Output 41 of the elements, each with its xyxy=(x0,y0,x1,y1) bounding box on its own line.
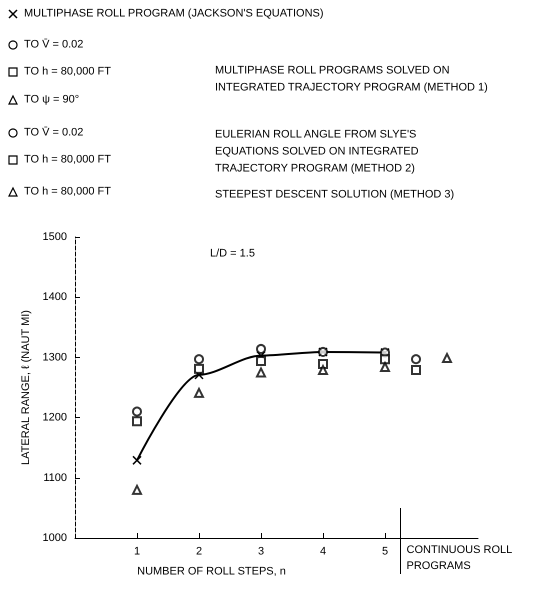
y-tick-label: 1100 xyxy=(43,472,67,484)
x-tick-label: 3 xyxy=(258,546,264,558)
x-tick-label: 2 xyxy=(196,546,202,558)
legend-label: TO h = 80,000 FT xyxy=(24,186,112,198)
x-tick-label: 4 xyxy=(320,546,326,558)
x-tick-label: 1 xyxy=(134,546,140,558)
point xyxy=(194,354,204,364)
point xyxy=(194,388,204,398)
y-tick-label: 1400 xyxy=(42,291,67,304)
point xyxy=(411,365,421,376)
legend-label: TO V̄ = 0.02 xyxy=(24,126,84,138)
point xyxy=(380,362,390,372)
legend-label: MULTIPHASE ROLL PROGRAM (JACKSON'S EQUATIONS) xyxy=(24,8,324,20)
point xyxy=(318,365,328,376)
point xyxy=(256,367,266,378)
point xyxy=(256,356,266,366)
y-axis-title: LATERAL RANGE, ℓ (NAUT MI) xyxy=(20,310,32,465)
point xyxy=(380,354,390,364)
y-tick-label: 1500 xyxy=(42,231,67,243)
point xyxy=(132,416,142,426)
point xyxy=(442,353,452,363)
legend-label: TO h = 80,000 FT xyxy=(24,154,112,166)
point xyxy=(132,484,142,495)
x-axis-title: NUMBER OF ROLL STEPS, n xyxy=(137,566,286,578)
legend-label: TO h = 80,000 FT xyxy=(24,66,112,78)
x-tick-label: 5 xyxy=(382,546,388,558)
point xyxy=(194,364,204,374)
point xyxy=(256,344,266,354)
ref-line-label: CONTINUOUS ROLL PROGRAMS xyxy=(406,544,512,572)
annotation: L/D = 1.5 xyxy=(210,248,255,260)
text: EULERIAN ROLL ANGLE FROM SLYE'S EQUATIONS SOLVED ON INTEGRATED TRAJECTORY PROGRAM (METHOD 2) xyxy=(215,128,419,174)
legend-label: TO V̄ = 0.02 xyxy=(24,38,84,50)
y-tick-label: 1000 xyxy=(42,532,67,544)
text: MULTIPHASE ROLL PROGRAMS SOLVED ON INTEGRATED TRAJECTORY PROGRAM (METHOD 1) xyxy=(215,64,488,94)
legend-label: TO ψ = 90° xyxy=(24,94,80,106)
point xyxy=(411,354,421,364)
text: STEEPEST DESCENT SOLUTION (METHOD 3) xyxy=(215,188,454,200)
point xyxy=(132,456,142,466)
y-tick-label: 1300 xyxy=(42,351,67,364)
point xyxy=(132,406,142,417)
y-tick-label: 1200 xyxy=(42,412,67,424)
